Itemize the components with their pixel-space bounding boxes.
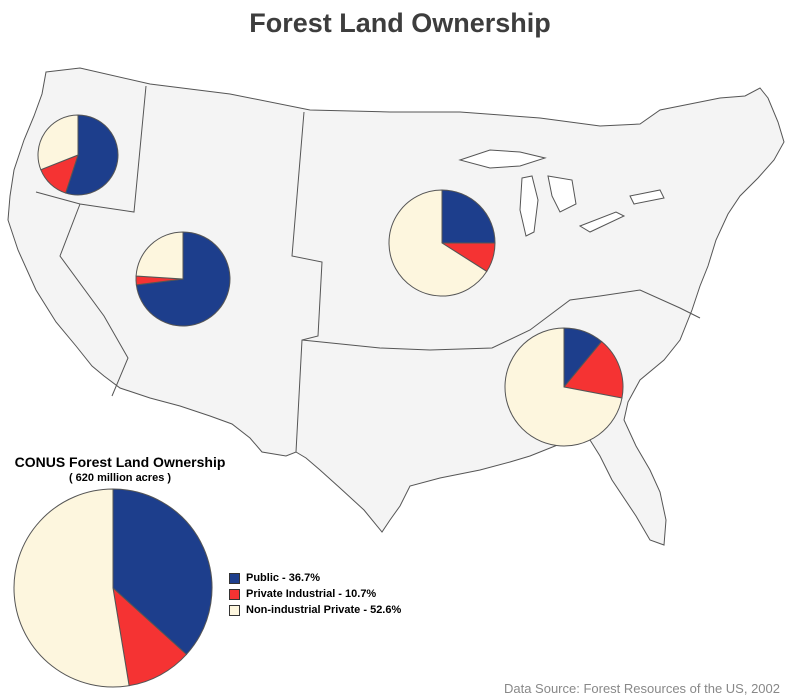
legend-swatch-public	[229, 572, 240, 584]
lake-superior	[458, 149, 547, 169]
inset-subtitle: ( 620 million acres )	[68, 472, 172, 484]
pie-slice-private-industrial	[563, 340, 624, 399]
pie-conus	[13, 488, 213, 688]
lake-michigan	[519, 175, 539, 237]
legend-swatch-non-industrial-private	[229, 604, 240, 616]
pie-slice-non-industrial-private	[135, 231, 184, 280]
pie-slice-public	[112, 488, 213, 656]
pie-slice-public	[65, 114, 119, 196]
pie-north	[388, 189, 496, 297]
pie-pacific-northwest	[37, 114, 119, 196]
legend-label-public: Public - 36.7%	[246, 572, 320, 584]
pie-slice-non-industrial-private	[388, 189, 488, 297]
pie-slice-non-industrial-private	[37, 114, 79, 171]
inset-title: CONUS Forest Land Ownership	[14, 454, 226, 470]
region-boundary-rocky-north	[291, 111, 323, 453]
pie-slice-private-industrial	[112, 586, 188, 687]
legend-label-private-industrial: Private Industrial - 10.7%	[246, 588, 377, 600]
pie-south	[504, 327, 624, 447]
pie-slice-public	[441, 189, 496, 244]
source-note: Data Source: Forest Resources of the US,…	[503, 681, 780, 696]
legend-item-public: Public - 36.7%	[229, 570, 401, 586]
lake-huron	[547, 175, 577, 213]
pie-slice-non-industrial-private	[504, 327, 623, 447]
lake-ontario	[629, 189, 665, 205]
legend-item-non-industrial-private: Non-industrial Private - 52.6%	[229, 602, 401, 618]
legend-swatch-private-industrial	[229, 588, 240, 600]
great-lakes	[458, 149, 665, 237]
chart-title: Forest Land Ownership	[249, 8, 551, 38]
lake-erie	[578, 211, 626, 233]
region-boundary-pacific-northwest	[35, 85, 147, 213]
legend-item-private-industrial: Private Industrial - 10.7%	[229, 586, 401, 602]
region-boundary-north-south	[301, 289, 701, 351]
legend: Public - 36.7% Private Industrial - 10.7…	[229, 570, 401, 618]
pie-rocky-mountain	[135, 231, 231, 327]
pie-charts	[13, 114, 624, 688]
legend-label-non-industrial-private: Non-industrial Private - 52.6%	[246, 604, 402, 616]
region-boundary-west-rocky	[59, 203, 129, 397]
pie-slice-non-industrial-private	[13, 488, 130, 688]
